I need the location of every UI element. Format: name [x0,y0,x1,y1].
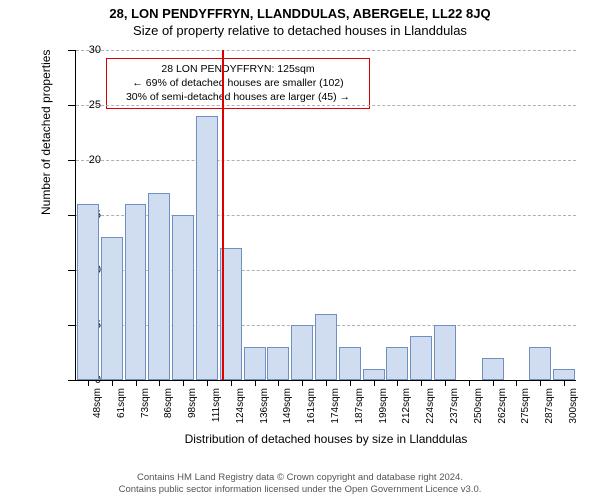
x-tick [302,380,303,386]
x-tick [564,380,565,386]
x-tick-label: 250sqm [473,388,484,438]
annotation-line-2: ← 69% of detached houses are smaller (10… [113,76,363,90]
x-tick-label: 174sqm [330,388,341,438]
x-tick [255,380,256,386]
x-tick [183,380,184,386]
bar [77,204,99,380]
grid-line [76,160,576,161]
x-tick [207,380,208,386]
bar [339,347,361,380]
annotation-box: 28 LON PENDYFFRYN: 125sqm ← 69% of detac… [106,58,370,109]
x-tick [231,380,232,386]
footer: Contains HM Land Registry data © Crown c… [0,472,600,496]
x-tick [469,380,470,386]
x-tick-label: 237sqm [449,388,460,438]
x-tick [326,380,327,386]
bar [148,193,170,380]
x-tick-label: 73sqm [140,388,151,438]
bar [196,116,218,380]
bar [291,325,313,380]
x-tick-label: 224sqm [425,388,436,438]
x-tick-label: 136sqm [259,388,270,438]
x-tick-label: 275sqm [520,388,531,438]
bar [553,369,575,380]
y-tick-label: 25 [71,99,101,111]
x-tick [421,380,422,386]
y-tick-label: 20 [71,154,101,166]
x-tick [540,380,541,386]
bar [172,215,194,380]
annotation-line-3: 30% of semi-detached houses are larger (… [113,90,363,104]
x-tick-label: 48sqm [92,388,103,438]
bar [267,347,289,380]
x-tick [493,380,494,386]
footer-line-1: Contains HM Land Registry data © Crown c… [0,472,600,484]
x-tick [88,380,89,386]
x-tick-label: 61sqm [116,388,127,438]
x-tick [350,380,351,386]
x-tick-label: 262sqm [497,388,508,438]
x-tick [112,380,113,386]
bar [529,347,551,380]
plot-area: 28 LON PENDYFFRYN: 125sqm ← 69% of detac… [75,50,576,381]
bar [363,369,385,380]
x-tick [397,380,398,386]
x-tick-label: 161sqm [306,388,317,438]
bar [125,204,147,380]
y-tick-label: 30 [71,44,101,56]
x-tick-label: 212sqm [401,388,412,438]
x-tick-label: 199sqm [378,388,389,438]
x-tick-label: 149sqm [282,388,293,438]
grid-line [76,105,576,106]
x-tick [136,380,137,386]
x-tick [445,380,446,386]
x-tick-label: 124sqm [235,388,246,438]
x-tick [516,380,517,386]
x-tick [278,380,279,386]
x-tick-label: 111sqm [211,388,222,438]
x-tick [374,380,375,386]
x-tick-label: 300sqm [568,388,579,438]
page-title: 28, LON PENDYFFRYN, LLANDDULAS, ABERGELE… [0,0,600,21]
bar [244,347,266,380]
annotation-line-1: 28 LON PENDYFFRYN: 125sqm [113,62,363,76]
bar [101,237,123,380]
footer-line-2: Contains public sector information licen… [0,484,600,496]
y-axis-title: Number of detached properties [39,50,53,215]
grid-line [76,50,576,51]
bar [315,314,337,380]
bar [410,336,432,380]
chart-container: Number of detached properties 28 LON PEN… [45,50,575,420]
bar [482,358,504,380]
reference-line [222,50,224,380]
x-tick-label: 287sqm [544,388,555,438]
x-tick-label: 187sqm [354,388,365,438]
x-tick-label: 98sqm [187,388,198,438]
x-tick-label: 86sqm [163,388,174,438]
x-tick [159,380,160,386]
page-subtitle: Size of property relative to detached ho… [0,21,600,38]
bar [386,347,408,380]
bar [434,325,456,380]
